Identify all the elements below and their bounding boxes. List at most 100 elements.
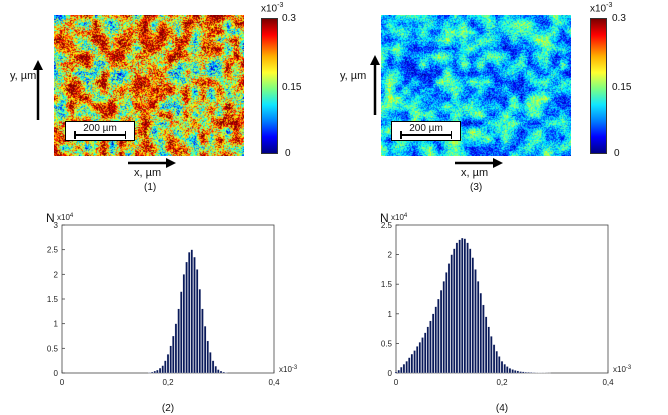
y-tick-label: 3 — [54, 221, 59, 230]
histogram-bar — [522, 371, 525, 374]
x-tick-label: 0,4 — [602, 378, 614, 387]
colorbar-tick-mid: 0.15 — [282, 82, 302, 93]
panel-label-3: (3) — [470, 182, 483, 193]
histogram-bar — [219, 370, 223, 374]
histogram-bar — [400, 366, 403, 374]
x-tick-label: 0 — [60, 378, 65, 387]
histogram-bar — [469, 248, 472, 374]
histogram-bar — [492, 344, 496, 374]
histogram-bar — [416, 346, 419, 374]
histogram-bar — [506, 366, 509, 374]
colorbar-tick-mid: 0.15 — [612, 82, 632, 93]
histogram-bar — [156, 369, 159, 374]
histogram-bar — [180, 291, 183, 374]
histogram-bar — [498, 356, 501, 374]
histogram-bar — [193, 256, 196, 374]
y-tick-label: 1 — [388, 310, 393, 319]
histogram-bar — [188, 252, 191, 374]
scale-bar-label: 200 µm — [83, 123, 117, 134]
x-tick-label: 0,2 — [162, 378, 174, 387]
histogram-bar — [198, 289, 201, 374]
histogram-bar — [408, 357, 411, 374]
x-multiplier: x10-3 — [279, 365, 298, 374]
y-tick-label: 2.5 — [381, 221, 393, 230]
histogram-bar — [185, 261, 188, 374]
colorbar-tick-min: 0 — [285, 148, 291, 159]
histogram-4: 0 0.5 1 1.5 2 2.5 0 0,2 0,4 N x104 x10-3 (4) — [380, 211, 632, 414]
histogram-bar — [516, 370, 520, 374]
histogram-bar — [421, 337, 424, 374]
histogram-bar — [394, 371, 398, 374]
histogram-bar — [214, 365, 217, 374]
histogram-bar — [511, 369, 514, 374]
y-axis-arrow — [33, 60, 43, 120]
histogram-bar — [458, 239, 461, 374]
histogram-bar — [201, 308, 204, 374]
histogram-bar — [429, 320, 432, 374]
histogram-bar — [217, 369, 220, 374]
histogram-bar — [445, 272, 448, 374]
histogram-bar — [453, 248, 456, 374]
histogram-bar — [397, 369, 400, 374]
y-multiplier: x104 — [391, 213, 408, 222]
y-axis-label: y, µm — [340, 70, 367, 82]
panel-label: (2) — [162, 403, 174, 414]
y-tick-label: 2.5 — [47, 246, 59, 255]
colorbar-3 — [590, 18, 607, 154]
y-multiplier: x104 — [57, 213, 74, 222]
y-multiplier-power: 4 — [404, 213, 408, 219]
histogram-bar — [503, 363, 506, 374]
histogram-bar — [530, 372, 533, 374]
histogram-bar — [495, 350, 498, 374]
y-tick-label: 0 — [388, 369, 393, 378]
y-tick-label: 0.5 — [381, 339, 393, 348]
colorbar-tick-max: 0.3 — [612, 13, 626, 24]
histogram-bar — [479, 292, 482, 374]
histogram-bar — [524, 371, 527, 374]
panel-label-1: (1) — [144, 182, 157, 193]
y-tick-label: 1.5 — [381, 280, 393, 289]
histogram-bar — [455, 242, 459, 374]
x-axis-label: x, µm — [461, 167, 489, 179]
histogram-bar — [474, 269, 477, 374]
histogram-bar — [527, 372, 530, 374]
histogram-bar — [158, 367, 162, 374]
histogram-bar — [431, 313, 435, 374]
y-axis-label: y, µm — [10, 70, 37, 82]
scale-bar-1: 200 µm — [65, 121, 135, 141]
histogram-bar — [450, 254, 453, 374]
histogram-bar — [161, 365, 164, 374]
histogram-bar — [402, 363, 406, 374]
histogram-bar — [182, 274, 186, 374]
histogram-bar — [434, 306, 437, 374]
colorbar-tick-max: 0.3 — [282, 13, 296, 24]
scale-bar-label: 200 µm — [409, 123, 443, 134]
histogram-bar — [514, 370, 517, 374]
histogram-bar — [164, 360, 167, 374]
histogram-bar — [500, 361, 504, 374]
x-multiplier-power: -3 — [292, 365, 298, 371]
histogram-bar — [442, 281, 445, 374]
histogram-bar — [471, 257, 474, 374]
colorbar-exponent: x10-3 — [590, 2, 613, 15]
x-tick-label: 0 — [394, 378, 399, 387]
histogram-bar — [166, 354, 170, 374]
histogram-bar — [413, 350, 416, 374]
histogram-bar — [177, 308, 180, 374]
y-tick-label: 0 — [54, 369, 59, 378]
panel-label: (4) — [496, 403, 508, 414]
y-tick-label: 2 — [388, 251, 393, 260]
histogram-bar — [190, 249, 193, 374]
histogram-bar — [222, 371, 225, 374]
histogram-bar — [172, 335, 175, 374]
histogram-bar — [463, 238, 467, 374]
histogram-bar — [490, 336, 493, 374]
y-tick-label: 0.5 — [47, 344, 59, 353]
x-multiplier-power: -3 — [626, 365, 632, 371]
colorbar-tick-min: 0 — [614, 148, 620, 159]
scale-bar-3: 200 µm — [391, 121, 461, 141]
histogram-bar — [519, 371, 522, 374]
histogram-bar — [426, 326, 429, 374]
x-multiplier: x10-3 — [613, 365, 632, 374]
x-tick-label: 0,2 — [496, 378, 508, 387]
